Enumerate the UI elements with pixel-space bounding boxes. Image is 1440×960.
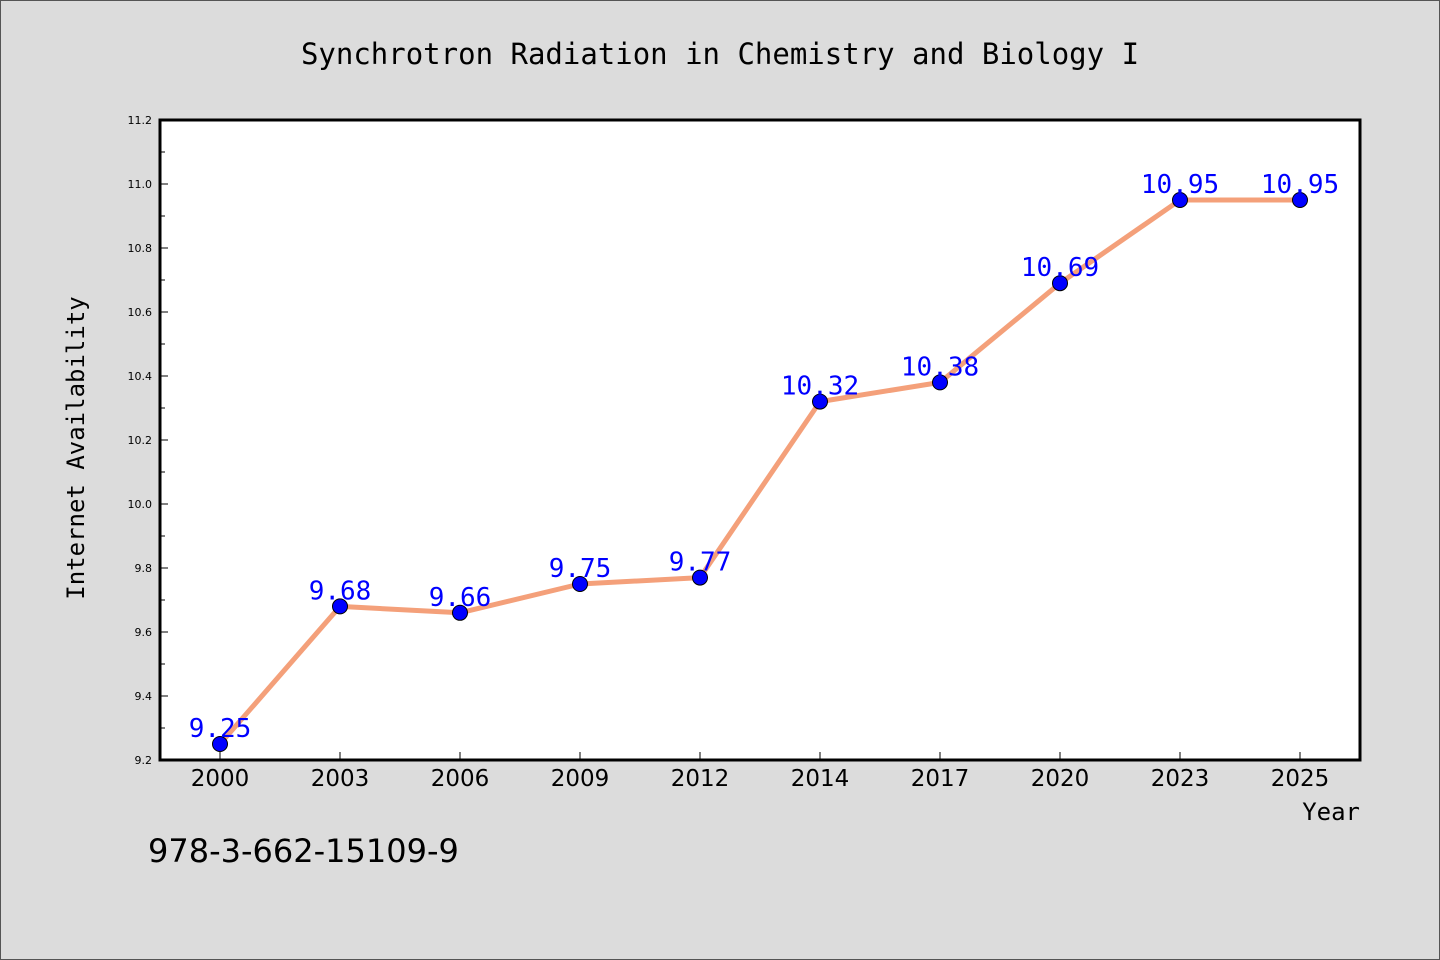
- y-tick-label: 11.0: [128, 178, 153, 191]
- x-axis-label: Year: [1302, 798, 1360, 826]
- chart-title: Synchrotron Radiation in Chemistry and B…: [301, 37, 1139, 71]
- data-label: 9.77: [669, 548, 732, 578]
- data-label: 9.25: [189, 714, 252, 744]
- y-tick-label: 11.2: [128, 114, 153, 127]
- y-tick-label: 10.0: [128, 498, 153, 511]
- x-tick-label: 2000: [191, 766, 250, 792]
- data-point: [212, 736, 228, 752]
- data-label: 10.69: [1021, 253, 1099, 283]
- y-tick-label: 9.8: [135, 562, 153, 575]
- data-point: [692, 569, 708, 586]
- x-tick-label: 2003: [311, 766, 370, 792]
- series-layer: 9.25 9.68 9.66 9.75 9.77 10.32 10.38 10.69 10.95…: [189, 170, 1339, 752]
- data-point: [932, 374, 948, 391]
- y-tick-label: 10.4: [128, 370, 153, 383]
- data-point: [1292, 192, 1308, 208]
- y-tick-label: 10.8: [128, 242, 153, 255]
- x-tick-label: 2014: [791, 766, 850, 792]
- x-tick-label: 2006: [431, 766, 490, 792]
- data-point: [452, 604, 468, 621]
- x-tick-label: 2012: [671, 766, 730, 792]
- data-label: 9.68: [309, 576, 372, 606]
- x-tick-label: 2023: [1151, 766, 1210, 792]
- y-tick-label: 9.4: [135, 690, 153, 703]
- data-point: [1172, 192, 1188, 208]
- y-axis: 9.2 9.4 9.6 9.8 10.0 10.2 10.4 10.6 10.8 11.0 11.2: [128, 114, 168, 767]
- data-label: 9.75: [549, 554, 612, 584]
- data-point: [1052, 275, 1068, 292]
- data-label: 9.66: [429, 583, 492, 613]
- x-axis: 2000 2003 2006 2009 2012 2014 2017 2020 2023 2025: [191, 752, 1330, 792]
- data-label: 10.38: [901, 352, 979, 382]
- y-tick-label: 10.6: [128, 306, 153, 319]
- y-tick-label: 9.2: [135, 754, 153, 767]
- data-point: [572, 576, 588, 592]
- data-label: 10.95: [1141, 170, 1219, 200]
- data-label: 10.32: [781, 372, 859, 402]
- data-label: 10.95: [1261, 170, 1339, 200]
- x-tick-label: 2025: [1271, 766, 1330, 792]
- series-line: [217, 197, 1303, 747]
- y-tick-label: 9.6: [135, 626, 153, 639]
- y-axis-label: Internet Availability: [62, 296, 90, 599]
- x-tick-label: 2020: [1031, 766, 1090, 792]
- isbn-label: 978-3-662-15109-9: [148, 832, 459, 870]
- data-point: [812, 393, 828, 410]
- data-point: [332, 598, 348, 615]
- x-tick-label: 2017: [911, 766, 970, 792]
- x-tick-label: 2009: [551, 766, 610, 792]
- plot-area: [158, 118, 1362, 762]
- y-tick-label: 10.2: [128, 434, 153, 447]
